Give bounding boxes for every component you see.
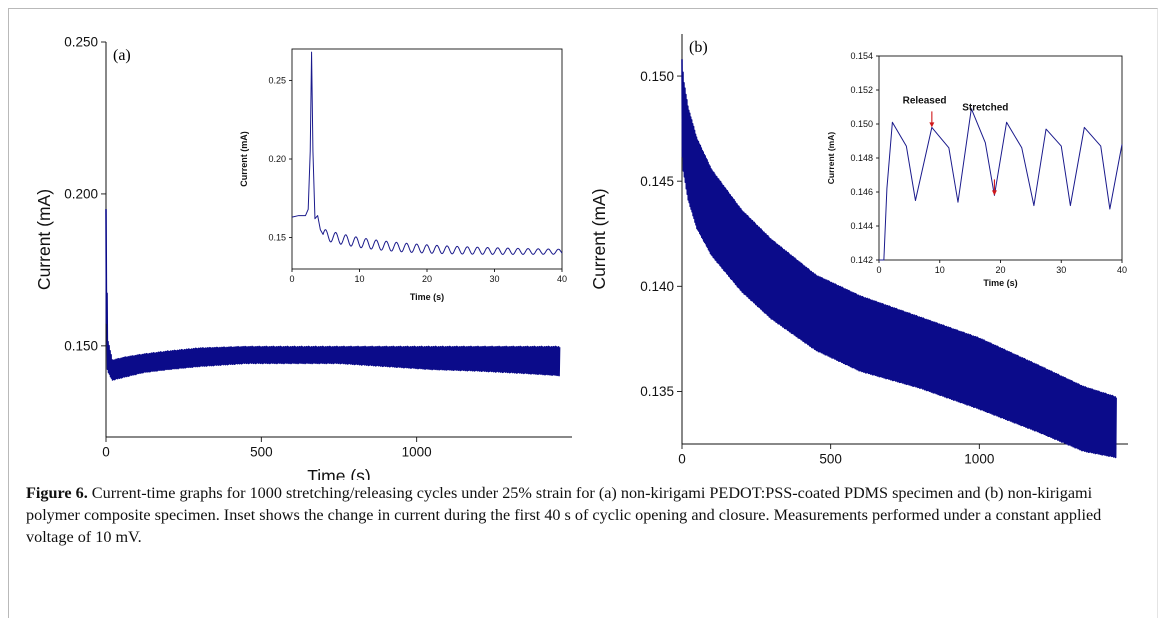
b-main-data-band [681, 59, 1117, 459]
b-inset-x-tick-label: 40 [1117, 265, 1127, 275]
a-inset-y-tick-label: 0.20 [268, 154, 286, 164]
a-inset-x-tick-label: 0 [289, 274, 294, 284]
b-inset-annotation-arrowhead-0 [929, 122, 935, 128]
caption-text: Current-time graphs for 1000 stretching/… [26, 484, 1102, 546]
b-inset-data-line [879, 108, 1123, 261]
a-inset-chart: 0 10 20 30 40 0.15 0.20 0.25 Time (s) Current (mA… [239, 48, 567, 302]
b-inset-y-tick-label: 0.154 [850, 51, 873, 61]
a-main-panel-label: (a) [113, 47, 131, 64]
b-main-x-tick-label: 500 [819, 452, 842, 467]
b-inset-y-axis-label: Current (mA) [826, 132, 836, 185]
a-inset-x-axis-label: Time (s) [410, 292, 444, 302]
b-inset-x-tick-label: 10 [935, 265, 945, 275]
a-main-data-band [105, 209, 561, 381]
a-inset-y-axis-label: Current (mA) [239, 131, 249, 187]
a-inset-data-line [291, 51, 563, 255]
b-inset-y-tick-label: 0.142 [850, 255, 873, 265]
b-main-y-tick-label: 0.135 [640, 384, 674, 399]
b-inset-annotation-arrowhead-1 [991, 190, 997, 196]
a-main-x-tick-label: 1000 [402, 445, 432, 460]
b-main-y-tick-label: 0.145 [640, 174, 674, 189]
b-inset-y-tick-label: 0.146 [850, 187, 873, 197]
a-main-y-tick-label: 0.200 [64, 187, 98, 202]
a-main-x-axis-label: Time (s) [307, 466, 371, 480]
b-main-panel-label: (b) [689, 39, 708, 56]
b-main-y-axis-label: Current (mA) [589, 188, 609, 289]
a-inset-x-tick-label: 30 [489, 274, 499, 284]
a-inset-x-tick-label: 40 [557, 274, 567, 284]
b-main-y-tick-label: 0.140 [640, 279, 674, 294]
b-main-x-tick-label: 0 [678, 452, 686, 467]
figure-caption: Figure 6. Current-time graphs for 1000 s… [26, 482, 1136, 548]
b-inset-chart: 0 10 20 30 40 0.142 0.144 0.146 0.148 0.150 0.152 0… [826, 51, 1127, 288]
a-main-y-tick-label: 0.250 [64, 35, 98, 50]
b-inset-x-tick-label: 20 [995, 265, 1005, 275]
a-inset-y-tick-label: 0.25 [268, 76, 286, 86]
a-inset-plot-frame [291, 48, 563, 270]
b-inset-x-tick-label: 0 [876, 265, 881, 275]
b-inset-annotation-1: Stretched [962, 102, 1008, 113]
a-main-x-tick-label: 0 [102, 445, 110, 460]
b-inset-annotation-0: Released [903, 96, 947, 107]
b-main-chart: 0 500 1000 0.135 0.140 0.145 0.150 Time (s) Curr… [589, 34, 1128, 467]
figure-frame [8, 8, 1158, 618]
a-main-x-tick-label: 500 [250, 445, 273, 460]
b-main-x-tick-label: 1000 [964, 452, 994, 467]
b-inset-x-axis-label: Time (s) [983, 278, 1017, 288]
a-inset-y-tick-label: 0.15 [268, 233, 286, 243]
a-inset-x-tick-label: 20 [422, 274, 432, 284]
a-main-y-tick-label: 0.150 [64, 339, 98, 354]
b-inset-plot-frame [878, 55, 1123, 261]
caption-label: Figure 6. [26, 484, 88, 502]
b-inset-y-tick-label: 0.144 [850, 221, 873, 231]
b-inset-y-tick-label: 0.148 [850, 153, 873, 163]
b-inset-y-tick-label: 0.152 [850, 85, 873, 95]
a-inset-x-tick-label: 10 [354, 274, 364, 284]
a-main-y-axis-label: Current (mA) [34, 189, 54, 290]
b-inset-y-tick-label: 0.150 [850, 119, 873, 129]
b-main-y-tick-label: 0.150 [640, 69, 674, 84]
b-inset-x-tick-label: 30 [1056, 265, 1066, 275]
